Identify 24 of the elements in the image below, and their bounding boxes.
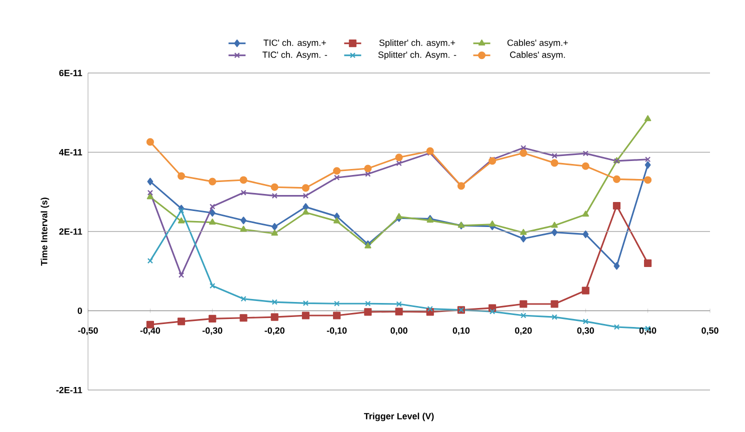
legend-label: TIC' ch. Asym. - [262,51,328,60]
y-tick-label: 0 [78,308,82,314]
x-tick-label: 0,00 [390,327,408,336]
x-tick-label: 0,30 [577,327,594,336]
y-tick-label: 4E-11 [59,149,82,156]
legend-label: TIC' ch. asym.+ [264,39,326,48]
y-tick-label: -2E-11 [56,386,82,394]
x-tick-label: -0,10 [326,327,347,336]
y-tick-label: 2E-11 [59,228,82,235]
x-tick-label: -0,50 [78,327,98,336]
x-tick-label: 0,40 [639,327,656,336]
x-tick-label: -0,20 [264,327,284,336]
x-tick-label: 0,20 [515,327,532,336]
x-tick-label: -0,30 [202,327,222,336]
y-tick-label: 6E-11 [59,70,82,76]
x-axis-title: Trigger Level (V) [364,412,434,422]
x-tick-label: -0,40 [140,327,160,336]
legend-label: Cables' asym.+ [507,39,568,48]
x-tick-label: 0,10 [452,327,470,336]
legend-label: Splitter' ch. asym.+ [379,39,456,48]
y-axis-title: Time Interval (s) [40,198,50,266]
legend-label: Cables' asym. [510,51,565,60]
x-tick-label: 0,50 [702,327,718,336]
legend-label: Splitter' ch. Asym. - [378,51,456,60]
